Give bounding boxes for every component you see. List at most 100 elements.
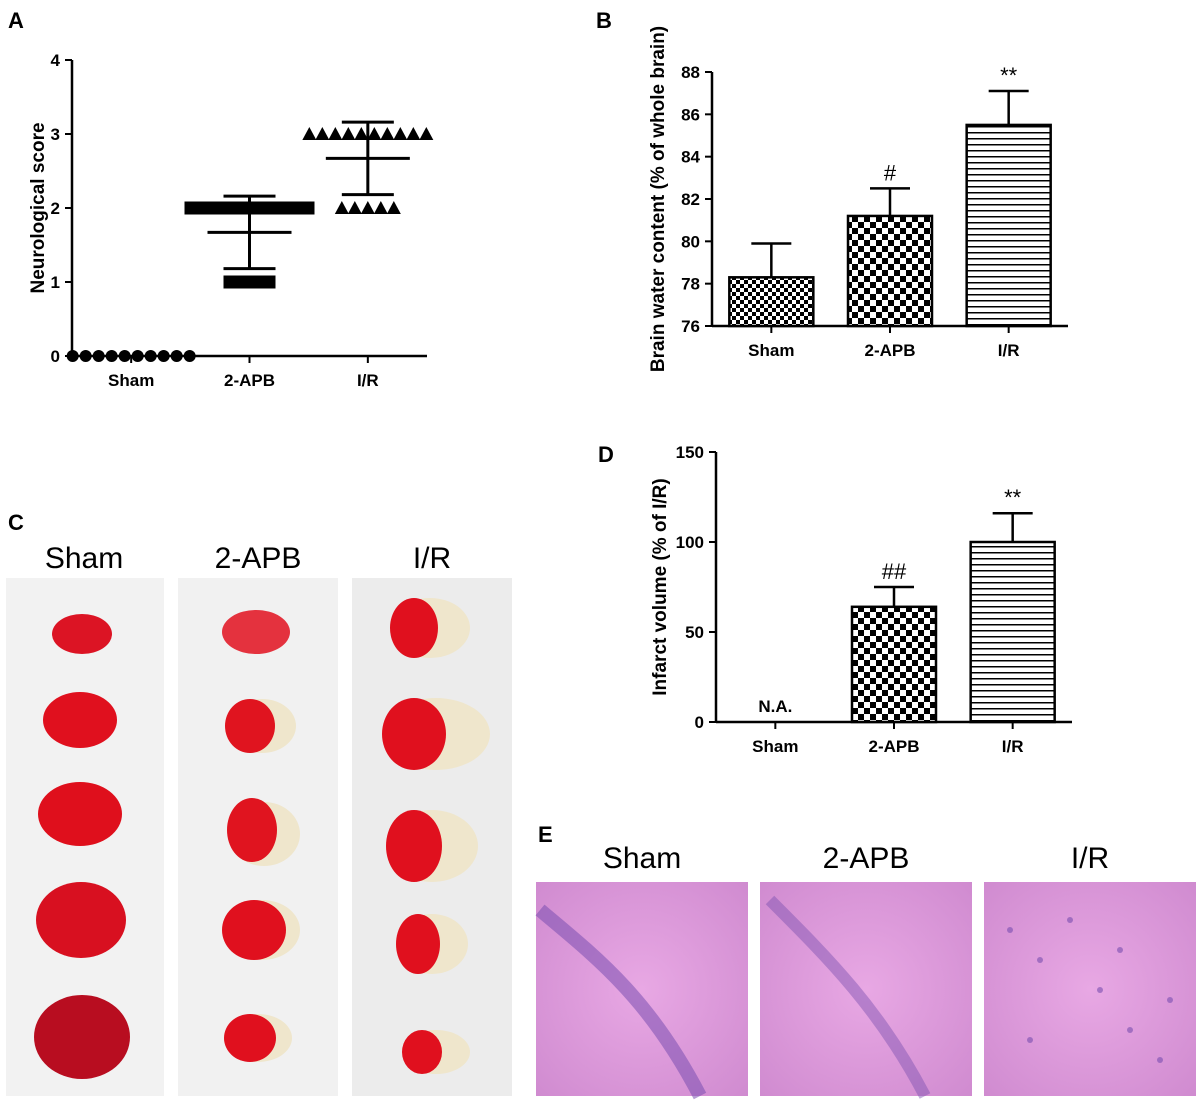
data-point-2-apb [223,275,237,289]
y-axis-title: Neurological score [28,122,49,293]
y-tick-label: 78 [681,275,700,294]
data-point-ir [354,127,369,140]
significance-label: ** [1004,485,1022,510]
data-point-sham [131,350,144,362]
data-point-ir [419,127,434,140]
data-point-2-apb [262,275,276,289]
significance-label: # [884,160,897,185]
panel-letter-c: C [8,510,24,535]
data-point-ir [334,201,349,214]
micrograph-label-ir: I/R [1071,842,1109,875]
micrograph-ir [984,882,1196,1096]
scattered-cells [1007,917,1173,1063]
x-tick-label: Sham [108,371,154,390]
data-point-2-apb [223,201,237,215]
brain-slice [224,1014,276,1062]
data-point-2-apb [249,201,263,215]
brain-slice [36,882,126,958]
y-tick-label: 1 [51,273,60,292]
significance-label: N.A. [758,697,792,716]
data-point-sham [105,350,118,362]
bar-2-apb [850,605,938,724]
bar-2-apb [846,214,934,328]
micrograph-sham [536,882,748,1096]
x-tick-label: I/R [1002,737,1024,756]
data-point-ir [302,127,317,140]
data-point-sham [79,350,92,362]
data-point-2-apb [197,201,211,215]
data-point-2-apb [236,275,250,289]
data-point-ir [367,127,382,140]
y-tick-label: 2 [51,199,60,218]
data-point-ir [380,127,395,140]
panel-c-photos: Sham 2-APB I/R [6,542,512,1096]
brain-slice [222,610,290,654]
significance-label: ## [882,559,907,584]
photo-label-ir: I/R [413,542,451,575]
chart-neurological-score: 0 1 2 3 4 Sham 2-APB I/R Neurological score [28,51,434,390]
data-point-2-apb [184,201,198,215]
data-point-ir [406,127,421,140]
y-tick-label: 76 [681,317,700,336]
data-point-2-apb [262,201,276,215]
panel-e-micrographs: Sham 2-APB I/R [535,842,1196,1100]
chart-infarct-volume: 0 50 100 150 Sham 2-APB I/R Infarct volume (% o… [650,443,1072,756]
data-point-ir [360,201,375,214]
y-tick-label: 80 [681,232,700,251]
data-point-ir [341,127,356,140]
brain-slice [386,810,442,882]
data-point-ir [386,201,401,214]
data-point-2-apb [288,201,302,215]
y-tick-label: 82 [681,190,700,209]
y-tick-label: 50 [685,623,704,642]
y-tick-label: 0 [695,713,704,732]
hippocampal-cell-layer [535,904,707,1100]
y-tick-label: 3 [51,125,60,144]
y-tick-label: 84 [681,148,700,167]
bar-i/r [965,123,1052,328]
significance-label: ** [1000,63,1018,88]
data-point-sham [157,350,170,362]
data-point-2-apb [275,201,289,215]
x-tick-label: I/R [998,341,1020,360]
brain-slice [43,692,117,748]
brain-slice [225,699,275,753]
panel-letter-e: E [538,822,553,847]
brain-slice [402,1030,442,1074]
data-point-ir [328,127,343,140]
data-point-sham [183,350,196,362]
hippocampal-cell-layer [765,895,931,1099]
data-point-sham [92,350,105,362]
y-tick-label: 100 [676,533,704,552]
data-point-2-apb [301,201,315,215]
photo-label-sham: Sham [45,542,123,575]
bar-sham [728,276,815,328]
y-axis-title: Brain water content (% of whole brain) [648,26,669,372]
data-point-2-apb [236,201,250,215]
data-point-2-apb [249,275,263,289]
y-tick-label: 86 [681,105,700,124]
panel-letter-a: A [8,8,24,33]
data-point-2-apb [210,201,224,215]
brain-slice [390,598,438,658]
brain-slice [227,798,277,862]
photo-label-2apb: 2-APB [215,542,302,575]
brain-slice [382,698,446,770]
chart-brain-water-content: 76 78 80 82 84 86 88 Sham 2-APB I/R Brain water co… [648,26,1068,372]
x-tick-label: 2-APB [864,341,915,360]
data-point-sham [118,350,131,362]
y-tick-label: 150 [676,443,704,462]
panel-letter-b: B [596,8,612,33]
data-point-ir [315,127,330,140]
brain-slice [222,900,286,960]
x-tick-label: 2-APB [868,737,919,756]
y-tick-label: 4 [51,51,61,70]
bar-i/r [969,540,1056,724]
brain-slice [38,782,122,846]
y-tick-label: 0 [51,347,60,366]
x-tick-label: 2-APB [224,371,275,390]
data-point-sham [66,350,79,362]
data-point-ir [347,201,362,214]
y-axis-title: Infarct volume (% of I/R) [650,478,671,695]
x-tick-label: I/R [357,371,379,390]
